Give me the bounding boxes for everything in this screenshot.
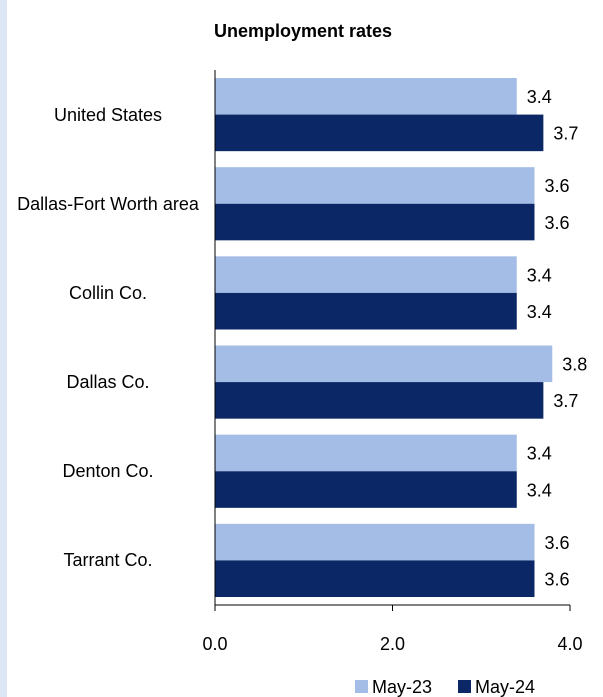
y-tick-label: Collin Co. bbox=[68, 282, 148, 303]
category-label-box: Dallas Co. bbox=[66, 372, 150, 393]
legend-label: May-23 bbox=[372, 677, 432, 697]
bar bbox=[215, 523, 535, 561]
bar bbox=[215, 471, 517, 508]
bar bbox=[215, 382, 544, 419]
data-label: 3.4 bbox=[527, 87, 552, 107]
y-tick-label: United States bbox=[53, 104, 163, 125]
bar bbox=[215, 203, 535, 241]
y-tick-label: Denton Co. bbox=[62, 461, 154, 482]
legend-swatch bbox=[355, 680, 368, 693]
data-label: 3.6 bbox=[545, 533, 570, 553]
legend-label: May-24 bbox=[475, 677, 535, 697]
data-label: 3.4 bbox=[527, 444, 552, 464]
x-tick-label: 0.0 bbox=[202, 634, 227, 654]
category-label-box: Denton Co. bbox=[62, 461, 154, 482]
chart-title: Unemployment rates bbox=[214, 21, 392, 41]
y-tick-label: Tarrant Co. bbox=[63, 550, 153, 571]
data-label: 3.4 bbox=[527, 265, 552, 285]
bar bbox=[215, 345, 553, 383]
category-label-box: United States bbox=[53, 104, 163, 125]
y-tick-label: Dallas Co. bbox=[66, 372, 150, 393]
data-label: 3.6 bbox=[545, 569, 570, 589]
bar bbox=[215, 114, 544, 152]
data-label: 3.4 bbox=[527, 302, 552, 322]
category-label-box: Collin Co. bbox=[68, 282, 148, 303]
data-label: 3.8 bbox=[562, 355, 587, 375]
bar bbox=[215, 167, 535, 204]
category-label-box: Tarrant Co. bbox=[63, 550, 153, 571]
side-border bbox=[0, 0, 7, 697]
category-label-box: Dallas-Fort Worth area bbox=[17, 193, 199, 214]
data-label: 3.7 bbox=[553, 124, 578, 144]
legend-swatch bbox=[458, 680, 471, 693]
data-label: 3.4 bbox=[527, 480, 552, 500]
data-label: 3.6 bbox=[545, 176, 570, 196]
bar bbox=[215, 256, 517, 293]
data-label: 3.7 bbox=[553, 391, 578, 411]
bar bbox=[215, 78, 517, 115]
bar bbox=[215, 560, 535, 597]
y-tick-label: Dallas-Fort Worth area bbox=[17, 193, 199, 214]
x-tick-label: 2.0 bbox=[380, 634, 405, 654]
x-tick-label: 4.0 bbox=[557, 634, 582, 654]
data-label: 3.6 bbox=[545, 213, 570, 233]
bar bbox=[215, 434, 517, 472]
bar bbox=[215, 292, 517, 330]
